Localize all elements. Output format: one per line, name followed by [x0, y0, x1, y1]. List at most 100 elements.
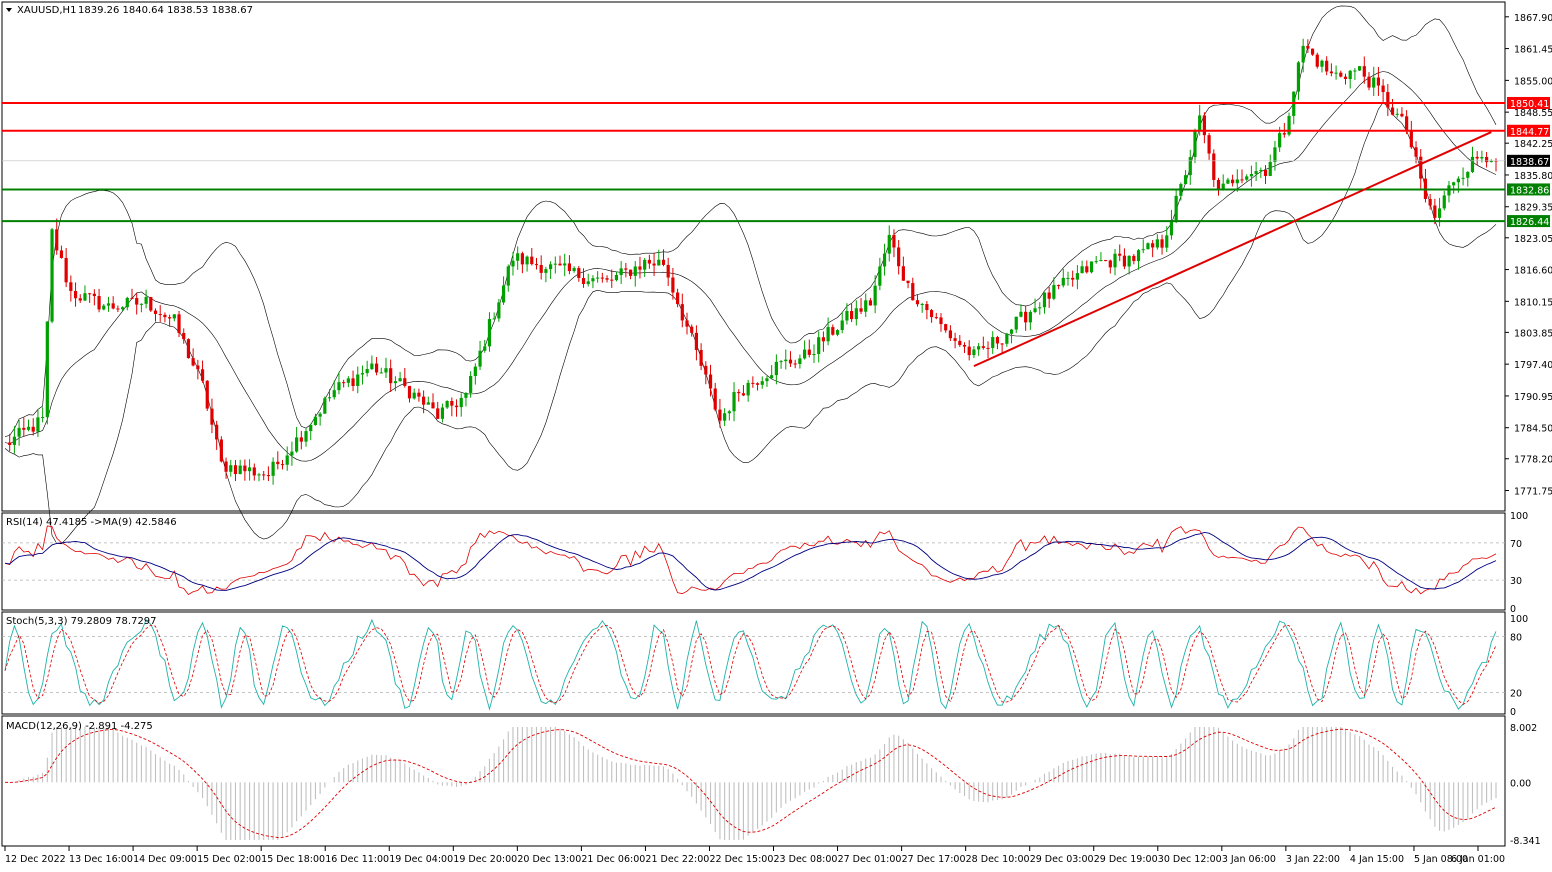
candle [1151, 240, 1155, 258]
candle [120, 306, 125, 312]
candle-body [17, 427, 21, 437]
candle-body [685, 320, 689, 327]
candle [887, 225, 891, 262]
candle-body [135, 298, 139, 305]
candle [64, 248, 68, 288]
symbol-menu-triangle-icon[interactable] [6, 8, 12, 12]
candle-body [102, 305, 106, 310]
candle-body [605, 278, 609, 280]
support-2-tag [1507, 215, 1550, 228]
candle-body [760, 381, 764, 385]
candle [1310, 48, 1315, 56]
candle-body [158, 314, 162, 316]
candle-body [732, 392, 736, 412]
candle [1470, 146, 1475, 173]
candle-body [1348, 70, 1352, 80]
candle [445, 400, 449, 409]
candle-body [92, 293, 96, 297]
candle [586, 273, 590, 287]
candle [50, 228, 54, 324]
candle-body [549, 264, 553, 270]
candle-body [313, 416, 318, 426]
candle-body [934, 317, 938, 319]
candle [1334, 65, 1338, 80]
candle-body [1353, 70, 1357, 72]
candle-body [31, 426, 35, 432]
candle-body [911, 283, 915, 301]
candle [276, 451, 280, 470]
candle [948, 325, 952, 341]
candle [977, 342, 981, 356]
candle [605, 275, 609, 283]
candle-body [596, 277, 600, 279]
candle-body [332, 390, 336, 398]
candle-body [558, 263, 562, 266]
candle [600, 272, 604, 283]
candle [572, 266, 576, 273]
candle-body [280, 464, 285, 466]
candle-body [215, 424, 219, 440]
candle [1381, 79, 1385, 102]
candle [906, 280, 910, 289]
candle-body [1085, 266, 1089, 273]
candle [1028, 310, 1032, 330]
candle [370, 355, 374, 371]
candle [1221, 174, 1225, 191]
candle-body [859, 308, 863, 312]
time-tick-label: 21 Dec 06:00 [581, 854, 645, 865]
candle-body [1183, 175, 1188, 185]
candle [840, 311, 844, 334]
candle [1273, 140, 1277, 171]
candle [196, 359, 200, 380]
candle-body [643, 259, 647, 270]
candle [1329, 63, 1333, 77]
candle-body [55, 229, 59, 251]
candle [83, 285, 87, 302]
candle [384, 357, 388, 379]
price-tick-label: 1784.50 [1514, 424, 1552, 435]
candle [991, 331, 995, 355]
candle [793, 359, 797, 369]
candle [1033, 298, 1037, 314]
candle [751, 376, 755, 388]
candle-body [793, 363, 797, 365]
candle [1245, 174, 1249, 182]
candle-body [130, 297, 134, 299]
candle-body [1056, 285, 1061, 287]
candle [111, 296, 115, 310]
candle-body [774, 361, 778, 376]
support-1-tag-label: 1832.86 [1510, 185, 1549, 196]
candle-body [1395, 113, 1399, 115]
candle-body [1240, 179, 1244, 181]
candle-body [995, 337, 1000, 344]
macd-series [4, 727, 1497, 840]
candle-body [266, 475, 270, 477]
candle [389, 359, 393, 393]
candle-body [600, 277, 604, 279]
candle-body [50, 229, 54, 322]
candle [633, 261, 637, 287]
candle-body [962, 344, 967, 347]
candle-body [817, 337, 821, 355]
candle-body [737, 392, 741, 394]
candle-body [168, 317, 172, 319]
candle-body [1339, 72, 1343, 77]
candle [102, 303, 106, 311]
candle-body [972, 349, 976, 356]
candle-body [1419, 156, 1423, 179]
candle-body [638, 266, 642, 270]
macd-axis: 8.002 0.00 -8.341 [1510, 723, 1541, 847]
candle [1348, 69, 1352, 89]
candle [1207, 132, 1211, 160]
candle [12, 426, 17, 454]
candle-body [450, 401, 454, 406]
candle-body [41, 417, 45, 419]
candle-body [323, 398, 327, 414]
candle [567, 255, 572, 275]
candle [1169, 209, 1174, 240]
candle-body [97, 296, 101, 310]
candle [539, 255, 543, 280]
candle [1188, 149, 1192, 185]
candle-body [1052, 285, 1056, 299]
